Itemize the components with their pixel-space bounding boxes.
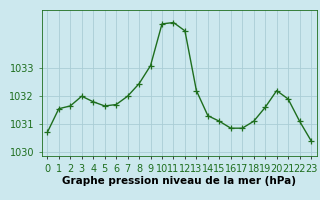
X-axis label: Graphe pression niveau de la mer (hPa): Graphe pression niveau de la mer (hPa) <box>62 176 296 186</box>
